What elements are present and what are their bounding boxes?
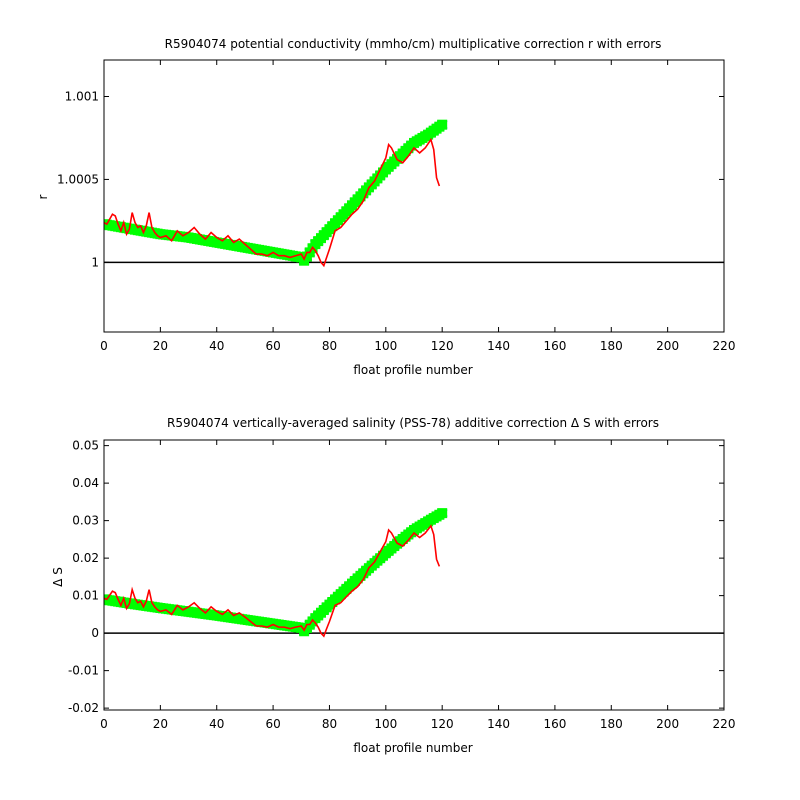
x-tick-label: 220 [713,339,736,353]
x-tick-label: 180 [600,717,623,731]
axes-frame [103,59,725,333]
y-tick-label: 0.03 [72,514,99,528]
x-tick-label: 40 [209,339,224,353]
x-tick-label: 100 [374,339,397,353]
x-tick-label: 80 [322,339,337,353]
fit-point [437,119,448,130]
fit-point [437,508,448,519]
x-tick-label: 180 [600,339,623,353]
y-tick-label: 1.001 [65,89,99,103]
x-axis-label-bottom: float profile number [353,741,472,755]
y-tick-label: -0.01 [68,664,99,678]
plot-area-top: 0 20 40 60 80 100 120 140 160 180 200 220 1 1.0005 1.0… [57,59,736,353]
y-tick-label: 0.02 [72,551,99,565]
y-tick-label: -0.02 [68,701,99,715]
x-tick-label: 120 [431,717,454,731]
y-axis-label-bottom: Δ S [51,567,65,587]
x-tick-label: 20 [153,717,168,731]
y-tick-label: 1 [91,255,99,269]
data-layer [104,119,724,268]
panel-top: R5904074 potential conductivity (mmho/cm… [36,37,735,377]
x-tick-label: 200 [656,717,679,731]
chart-title-top: R5904074 potential conductivity (mmho/cm… [165,37,662,51]
x-axis-label-top: float profile number [353,363,472,377]
x-tick-label: 0 [100,717,108,731]
x-tick-label: 140 [487,717,510,731]
y-tick-label: 0.05 [72,439,99,453]
y-tick-label: 0.01 [72,589,99,603]
y-tick-label: 0.04 [72,476,99,490]
x-tick-label: 80 [322,717,337,731]
chart-title-bottom: R5904074 vertically-averaged salinity (P… [167,416,659,430]
x-tick-label: 20 [153,339,168,353]
x-tick-label: 140 [487,339,510,353]
x-tick-label: 200 [656,339,679,353]
x-tick-label: 60 [265,717,280,731]
y-tick-label: 0 [91,626,99,640]
plot-area-bottom: 0 20 40 60 80 100 120 140 160 180 200 220 -0.02 -0.01… [68,439,736,731]
x-tick-label: 160 [543,339,566,353]
x-tick-label: 60 [265,339,280,353]
x-tick-label: 40 [209,717,224,731]
y-tick-label: 1.0005 [57,172,99,186]
x-tick-label: 100 [374,717,397,731]
x-tick-label: 0 [100,339,108,353]
x-tick-label: 220 [713,717,736,731]
axes-frame [103,439,725,711]
x-tick-label: 160 [543,717,566,731]
data-layer [104,508,724,638]
panel-bottom: R5904074 vertically-averaged salinity (P… [51,416,735,755]
raw-estimate-line [104,524,441,638]
x-tick-label: 120 [431,339,454,353]
raw-estimate-line [104,137,441,268]
y-axis-label-top: r [36,194,50,199]
